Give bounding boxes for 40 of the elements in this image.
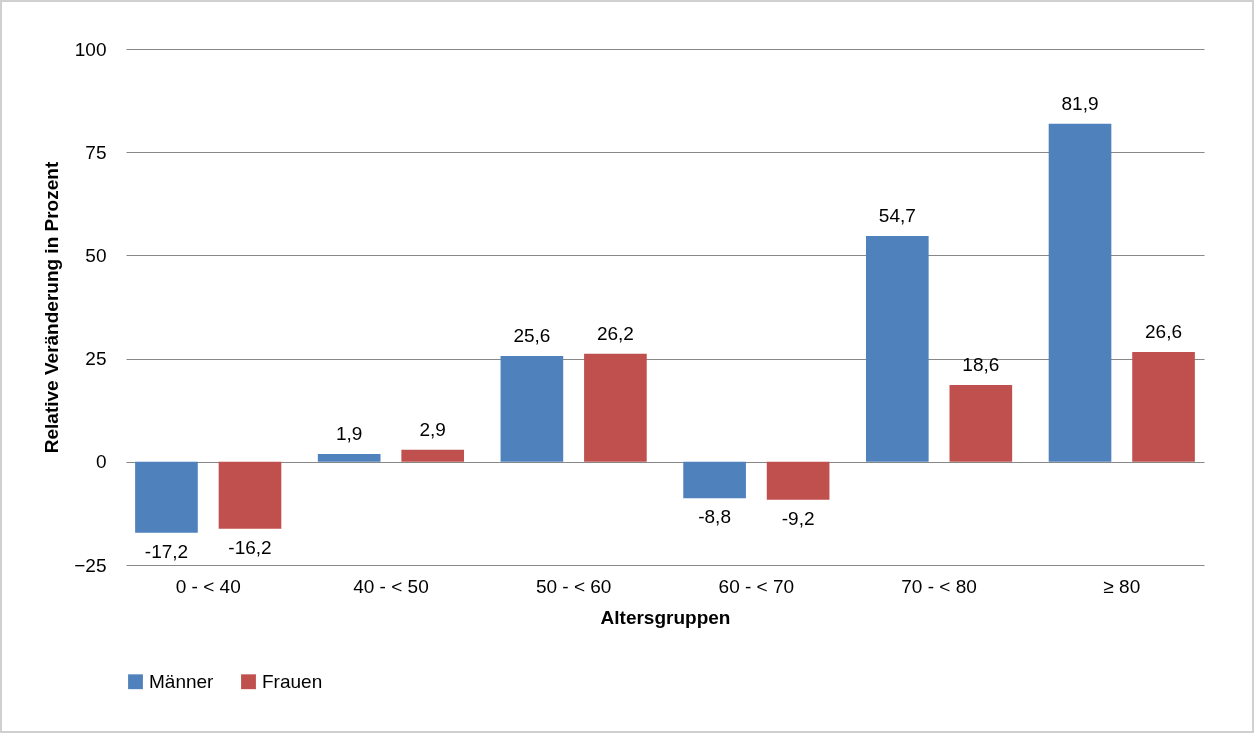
data-label: 26,6 — [1145, 321, 1183, 342]
x-tick-label: 60 - < 70 — [718, 575, 795, 597]
y-tick-label: 0 — [95, 451, 107, 473]
bar — [218, 461, 282, 529]
bar — [317, 453, 381, 462]
y-tick-label: 75 — [85, 141, 107, 163]
bar — [865, 236, 929, 462]
bar — [766, 461, 830, 500]
y-tick-label: 50 — [85, 244, 107, 266]
y-tick-label: −25 — [74, 554, 107, 576]
data-label: -9,2 — [781, 507, 815, 529]
data-label: -16,2 — [228, 536, 272, 558]
data-label: 1,9 — [335, 422, 363, 444]
bar — [1132, 352, 1195, 462]
data-label: 2,9 — [419, 418, 446, 440]
data-label: 81,9 — [1061, 92, 1099, 114]
legend-label: Frauen — [262, 670, 323, 692]
data-label: -17,2 — [144, 540, 189, 562]
bar — [401, 449, 465, 462]
y-tick-label: 100 — [74, 38, 107, 60]
data-label: -8,8 — [698, 506, 731, 528]
data-label: 18,6 — [962, 354, 1000, 376]
bar — [135, 461, 198, 533]
legend-label: Männer — [149, 670, 215, 692]
bar — [683, 461, 746, 499]
x-tick-label: ≥ 80 — [1103, 575, 1141, 597]
x-tick-label: 50 - < 60 — [535, 575, 612, 597]
bar — [584, 353, 647, 462]
x-tick-label: 70 - < 80 — [901, 575, 977, 597]
data-label: 54,7 — [878, 205, 916, 226]
y-axis-title: Relative Veränderung in Prozent — [41, 161, 63, 454]
bar — [1048, 123, 1112, 462]
bar — [500, 356, 564, 462]
y-tick-label: 25 — [85, 348, 107, 370]
x-tick-label: 0 - < 40 — [175, 575, 241, 597]
data-label: 26,2 — [596, 322, 634, 344]
x-tick-label: 40 - < 50 — [353, 575, 429, 597]
data-label: 25,6 — [513, 325, 551, 347]
bar — [949, 385, 1013, 462]
x-axis-title: Altersgruppen — [600, 606, 731, 628]
